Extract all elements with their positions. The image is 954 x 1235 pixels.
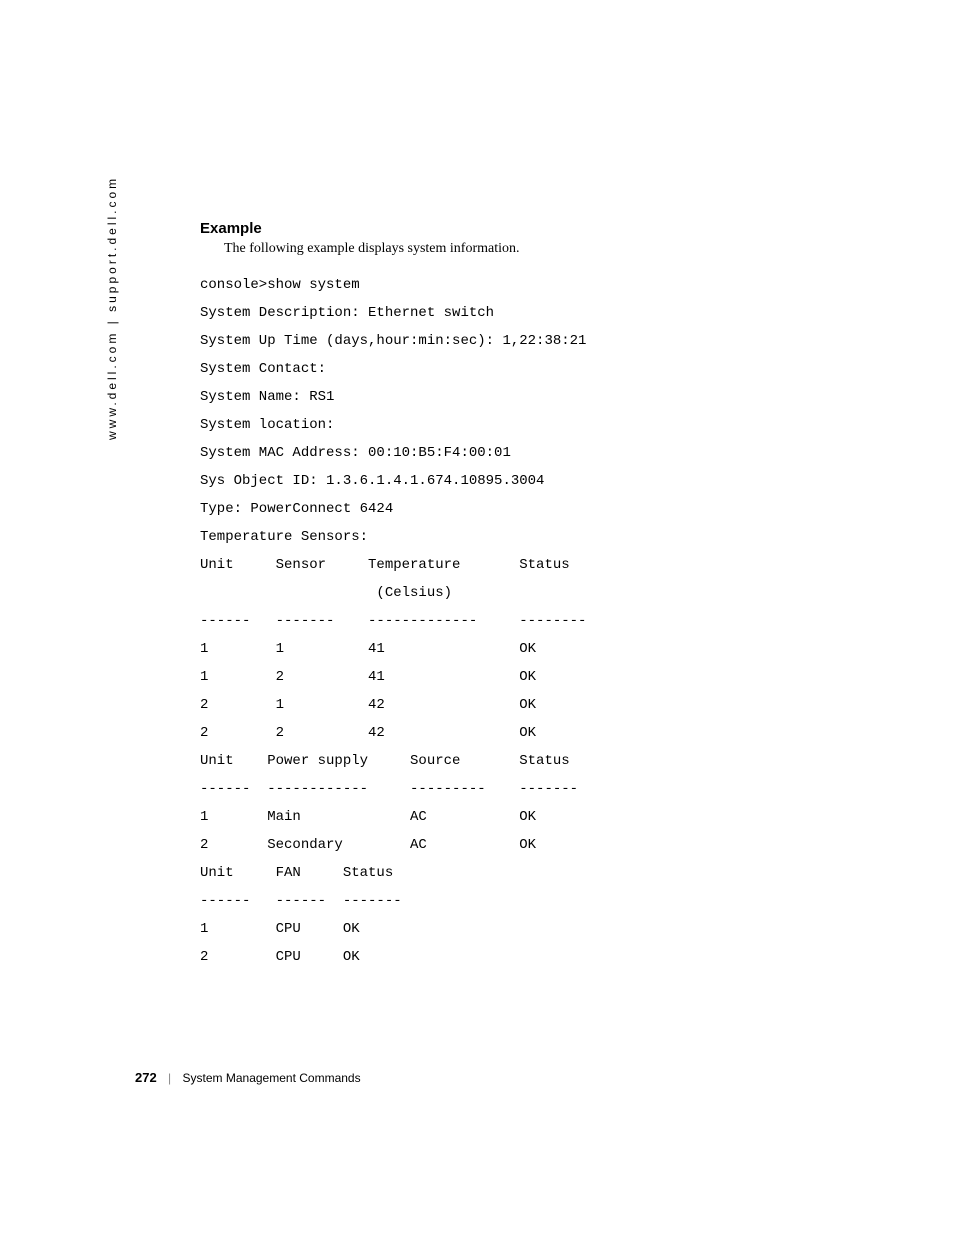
page-footer: 272 | System Management Commands — [135, 1070, 361, 1085]
intro-text: The following example displays system in… — [224, 241, 880, 257]
sidebar-url-text: www.dell.com | support.dell.com — [105, 176, 119, 440]
footer-separator: | — [168, 1071, 171, 1085]
console-output: console>show system System Description: … — [200, 271, 880, 971]
example-heading: Example — [200, 220, 880, 237]
page-number: 272 — [135, 1070, 157, 1085]
page-content: Example The following example displays s… — [200, 220, 880, 971]
footer-section-title: System Management Commands — [183, 1071, 361, 1085]
